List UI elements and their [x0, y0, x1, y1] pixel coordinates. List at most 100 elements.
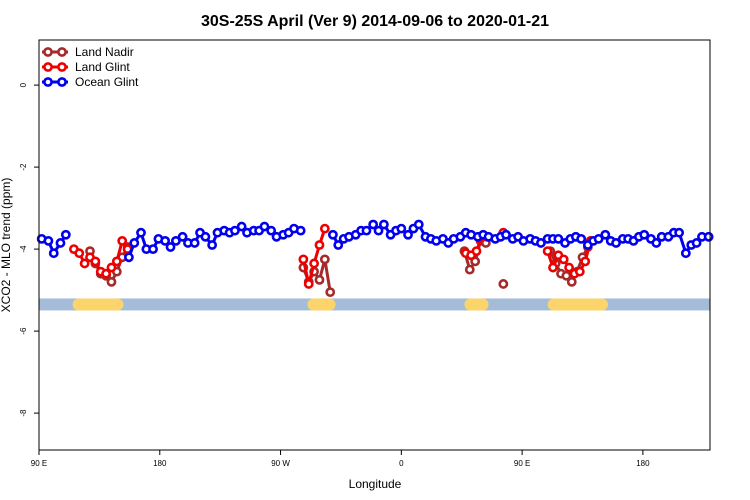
ocean-glint-point: [43, 235, 54, 246]
legend-label-ocean-glint: Ocean Glint: [75, 75, 139, 89]
ocean-glint-point: [259, 221, 270, 232]
land-glint-point: [117, 235, 128, 246]
ocean-glint-point: [170, 235, 181, 246]
ocean-glint-point: [403, 229, 413, 240]
chart-title: 30S-25S April (Ver 9) 2014-09-06 to 2020…: [201, 13, 549, 30]
plot-frame: [38, 39, 711, 451]
land-glint-point: [558, 254, 569, 265]
y-tick-label-3: -6: [19, 327, 28, 335]
series-land-glint: [68, 223, 596, 289]
land-nadir-point: [566, 276, 577, 287]
land-glint-point: [111, 256, 122, 267]
ocean-glint-point: [148, 244, 158, 254]
y-tick-label-0: 0: [19, 82, 28, 87]
ocean-glint-point: [200, 231, 211, 242]
land-glint-point: [90, 256, 101, 267]
land-glint-point: [564, 262, 574, 273]
land-nadir-point: [106, 276, 117, 287]
x-axis-label: Longitude: [349, 477, 402, 491]
x-tick-label-3: 0: [399, 459, 404, 468]
ocean-glint-point: [373, 225, 384, 236]
ocean-glint-point: [136, 227, 146, 238]
land-glint-point: [106, 262, 117, 273]
land-glint-point: [303, 279, 314, 289]
legend-swatch-point: [57, 77, 67, 87]
ocean-glint-point: [378, 219, 389, 230]
ocean-glint-point: [361, 225, 372, 236]
ocean-glint-point: [501, 229, 511, 240]
ocean-glint-point: [129, 238, 140, 248]
ocean-glint-point: [55, 238, 66, 248]
land-band-base-0: [76, 304, 120, 311]
legend-item-land-glint: Land Glint: [42, 60, 130, 74]
ocean-glint-point: [266, 225, 277, 236]
ocean-glint-point: [368, 219, 379, 230]
ocean-glint-point: [576, 233, 587, 244]
ocean-glint-point: [124, 252, 134, 263]
land-glint-point: [542, 246, 553, 257]
legend-swatch-point: [43, 47, 53, 57]
ocean-glint-point: [413, 219, 424, 230]
land-band-base-3: [551, 304, 605, 311]
ocean-glint-point: [160, 235, 171, 246]
legend-label-land-glint: Land Glint: [75, 60, 130, 74]
ocean-glint-point: [691, 238, 702, 248]
ocean-glint-point: [553, 233, 564, 244]
land-glint-point: [548, 262, 558, 273]
land-nadir-point: [319, 254, 330, 265]
legend-swatch-point: [57, 62, 67, 72]
land-glint-point: [314, 240, 325, 250]
legend-item-land-nadir: Land Nadir: [42, 45, 134, 59]
ocean-glint-point: [48, 248, 59, 259]
y-tick-label-1: -2: [19, 163, 28, 171]
land-nadir-point: [314, 274, 325, 285]
land-glint-point: [574, 266, 585, 277]
land-glint-point: [74, 248, 85, 259]
ocean-glint-point: [327, 229, 338, 240]
ocean-glint-point: [674, 227, 685, 238]
x-axis: 90 E 180 90 W 0 90 E 180: [31, 450, 650, 468]
ocean-glint-point: [189, 238, 200, 248]
land-glint-point: [319, 223, 330, 234]
legend-label-land-nadir: Land Nadir: [75, 45, 134, 59]
land-glint-point: [298, 254, 309, 265]
ocean-glint-point: [703, 231, 714, 242]
legend-swatch-point: [43, 62, 53, 72]
land-nadir-point: [561, 270, 572, 281]
x-tick-label-4: 90 E: [514, 459, 530, 468]
y-axis-label: XCO2 - MLO trend (ppm): [0, 178, 13, 313]
x-tick-label-5: 180: [636, 459, 650, 468]
ocean-glint-point: [333, 240, 344, 250]
series-ocean-glint: [36, 219, 714, 263]
ocean-glint-point: [230, 225, 240, 236]
y-axis: 0 -2 -4 -6 -8: [19, 82, 39, 417]
land-nadir-point: [325, 287, 336, 298]
x-tick-label-2: 90 W: [271, 459, 290, 468]
ocean-glint-point: [600, 229, 611, 240]
land-glint-point: [101, 268, 111, 279]
ocean-glint-point: [236, 221, 247, 232]
land-glint-point: [79, 258, 90, 269]
ocean-glint-point: [165, 242, 176, 252]
ocean-glint-point: [207, 240, 218, 250]
ocean-glint-point: [639, 229, 650, 240]
ocean-band: [39, 298, 710, 311]
ocean-glint-point: [651, 238, 662, 248]
y-tick-label-4: -8: [19, 409, 28, 417]
ocean-glint-point: [611, 238, 621, 248]
legend-swatch-point: [43, 77, 53, 87]
land-glint-point: [580, 256, 591, 267]
land-nadir-point: [498, 279, 509, 289]
y-tick-label-2: -4: [19, 245, 28, 253]
x-tick-label-1: 180: [153, 459, 167, 468]
land-glint-point: [471, 246, 482, 257]
ocean-glint-point: [60, 229, 71, 240]
ocean-glint-point: [177, 231, 188, 242]
ocean-glint-point: [680, 248, 691, 259]
legend-swatch-point: [57, 47, 67, 57]
land-nadir-point: [464, 264, 475, 275]
series-layer: [36, 219, 714, 298]
land-band-base-2: [468, 304, 485, 311]
